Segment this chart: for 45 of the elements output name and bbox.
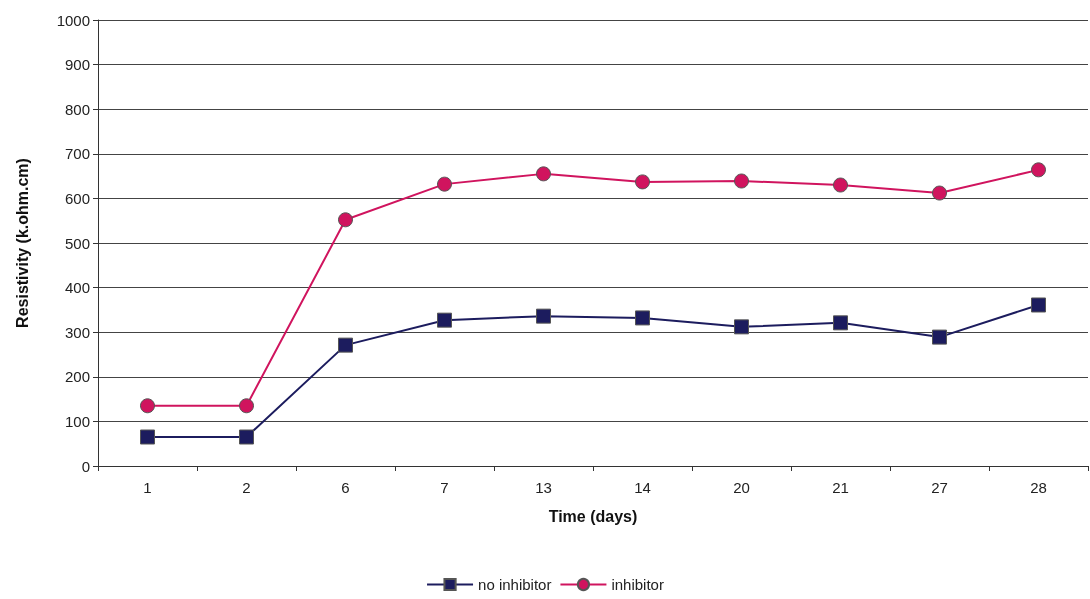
x-tick-label: 21 bbox=[832, 479, 849, 496]
x-tick-label: 20 bbox=[733, 479, 750, 496]
x-tick-label: 28 bbox=[1030, 479, 1047, 496]
point bbox=[536, 308, 551, 324]
y-tick-label: 100 bbox=[64, 412, 90, 430]
y-tick-label: 200 bbox=[64, 368, 90, 386]
y-tick-label: 500 bbox=[64, 234, 90, 252]
point bbox=[734, 173, 749, 189]
point bbox=[140, 429, 155, 445]
y-tick-label: 700 bbox=[64, 145, 90, 163]
point bbox=[833, 177, 848, 193]
x-tick-label: 1 bbox=[143, 479, 152, 496]
y-tick-label: 800 bbox=[64, 100, 90, 118]
x-tick-label: 7 bbox=[440, 479, 449, 496]
legend-label: no inhibitor bbox=[478, 576, 552, 593]
point bbox=[437, 312, 452, 328]
y-tick-label: 400 bbox=[64, 279, 90, 297]
y-tick-label: 600 bbox=[64, 189, 90, 207]
x-tick-label: 6 bbox=[341, 479, 350, 496]
x-tick-label: 2 bbox=[242, 479, 251, 496]
point bbox=[239, 429, 254, 445]
x-tick-label: 13 bbox=[535, 479, 552, 496]
point bbox=[932, 329, 947, 345]
point bbox=[635, 174, 650, 190]
y-axis-title: Resistivity (k.ohm.cm) bbox=[13, 158, 31, 328]
point bbox=[932, 185, 947, 201]
x-axis-title: Time (days) bbox=[548, 507, 638, 525]
point bbox=[338, 337, 353, 353]
x-tick-label: 27 bbox=[931, 479, 948, 496]
y-tick-label: 1000 bbox=[56, 11, 90, 29]
point bbox=[140, 398, 155, 414]
point bbox=[833, 315, 848, 331]
y-tick-label: 300 bbox=[64, 323, 90, 341]
point bbox=[635, 310, 650, 326]
point bbox=[1031, 297, 1046, 313]
legend-label: inhibitor bbox=[611, 576, 664, 593]
point bbox=[239, 398, 254, 414]
point bbox=[734, 319, 749, 335]
point bbox=[1031, 162, 1046, 178]
x-tick-label: 14 bbox=[634, 479, 651, 496]
point bbox=[338, 212, 353, 228]
y-tick-label: 900 bbox=[64, 56, 90, 74]
point bbox=[536, 166, 551, 182]
y-tick-label: 0 bbox=[81, 457, 90, 475]
point bbox=[437, 176, 452, 192]
